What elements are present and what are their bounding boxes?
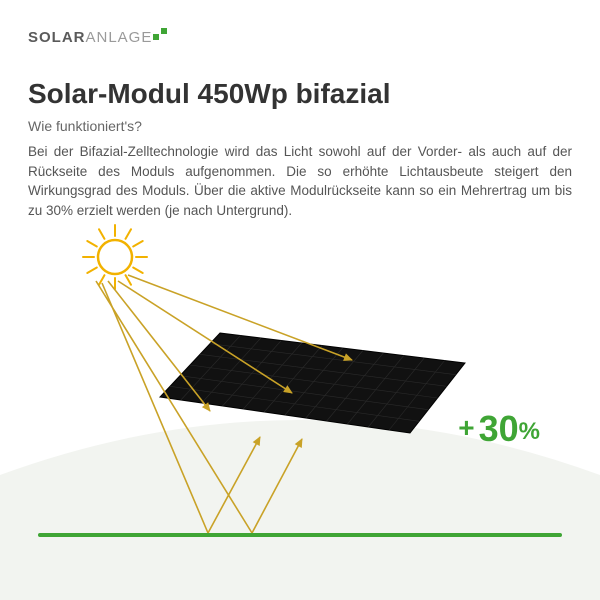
logo-part1: SOLAR [28, 29, 86, 46]
logo-part2: ANLAGE [86, 29, 153, 46]
page-subtitle: Wie funktioniert's? [28, 118, 142, 134]
solar-panel [160, 333, 465, 433]
gain-label: +30% [458, 408, 540, 450]
page-title: Solar-Modul 450Wp bifazial [28, 78, 390, 110]
logo-accent-dot [153, 34, 159, 40]
gain-value: 30 [479, 408, 519, 449]
description-text: Bei der Bifazial-Zelltechnologie wird da… [28, 142, 572, 220]
brand-logo: SOLARANLAGE [28, 28, 167, 46]
gain-plus: + [458, 412, 474, 443]
logo-accent-dot [161, 28, 167, 34]
gain-percent: % [519, 418, 540, 445]
